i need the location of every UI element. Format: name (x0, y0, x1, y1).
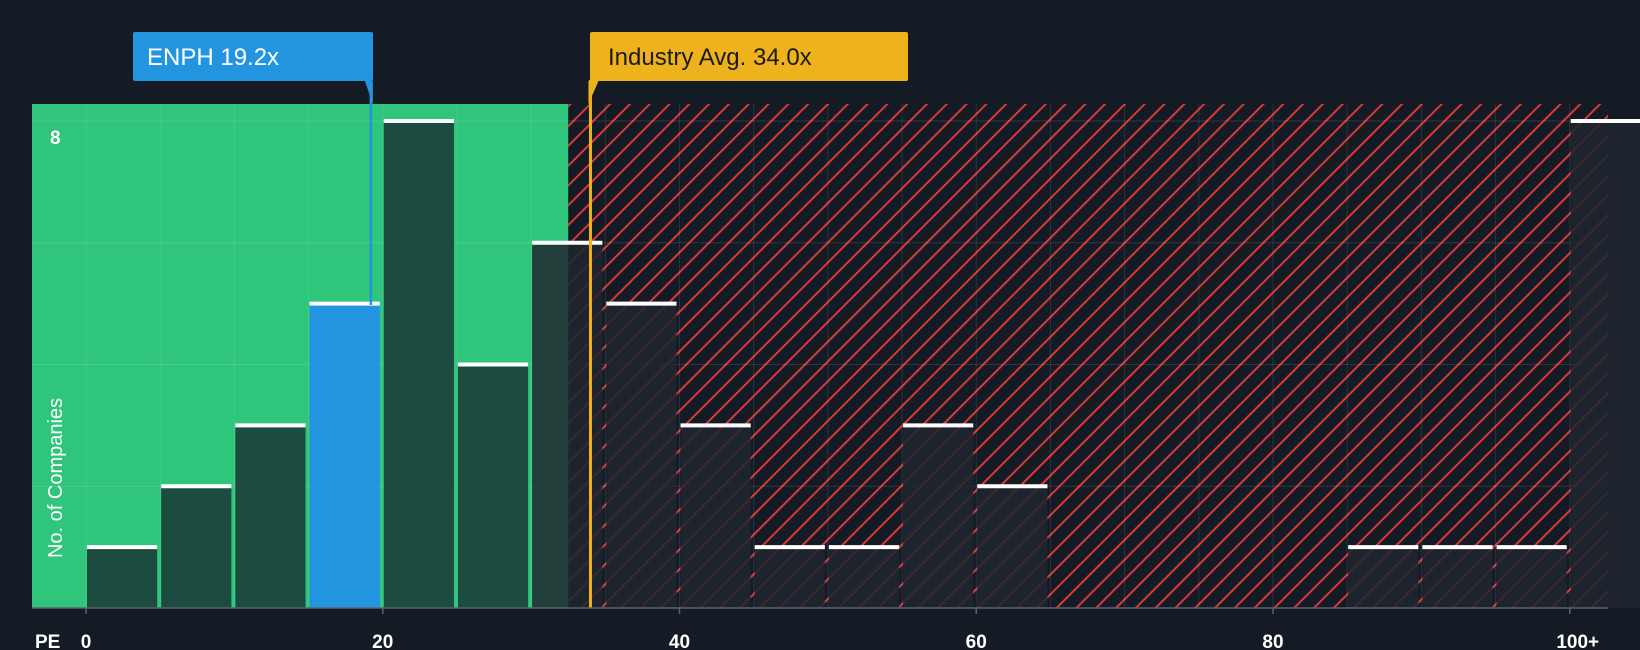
histogram-bar-cap (754, 545, 825, 550)
industry-callout-box (590, 32, 908, 81)
x-tick-label: 80 (1262, 632, 1283, 650)
histogram-bar (977, 486, 1048, 608)
histogram-bar (606, 303, 677, 608)
histogram-bar-cap (383, 119, 454, 123)
x-tick-label: 0 (81, 632, 92, 650)
histogram-bar (457, 364, 529, 608)
histogram-bar-cap (903, 423, 974, 428)
histogram-bar-cap (1496, 545, 1567, 550)
histogram-bar (1348, 547, 1419, 608)
histogram-bar-cap (977, 484, 1048, 489)
histogram-bar-cap (87, 545, 158, 550)
industry-callout-pointer (588, 81, 599, 104)
x-tick-label: 40 (669, 632, 690, 650)
histogram-bar-cap (1422, 545, 1493, 550)
x-tick-label: 100+ (1556, 632, 1599, 650)
industry-callout-label: Industry Avg. 34.0x (608, 44, 812, 71)
histogram-bar (903, 425, 974, 608)
y-axis-label: No. of Companies (45, 398, 67, 558)
histogram-bar (1570, 121, 1640, 608)
histogram-bar-cap (457, 362, 529, 367)
histogram-bar (235, 425, 306, 608)
x-tick-label: 20 (372, 632, 393, 650)
histogram-bar (383, 121, 454, 608)
histogram-bar (87, 547, 158, 608)
histogram-bar-cap (606, 301, 677, 306)
company-callout-pointer (364, 81, 373, 104)
histogram-bar-cap (1348, 545, 1419, 550)
company-callout-box (133, 32, 373, 81)
company-callout-label: ENPH 19.2x (147, 44, 279, 71)
histogram-bar (828, 547, 900, 608)
histogram-bar-cap (309, 301, 380, 306)
histogram-bar (680, 425, 751, 608)
histogram-bar-cap (532, 240, 603, 245)
y-tick-label: 8 (50, 128, 61, 149)
x-axis-label: PE (35, 632, 60, 650)
histogram-bar-cap (680, 423, 751, 428)
histogram-bar-cap (828, 545, 900, 550)
histogram-bar (309, 303, 380, 608)
histogram-bar-cap (161, 484, 232, 489)
histogram-bar-cap (235, 423, 306, 428)
histogram-bar-cap (1570, 119, 1640, 123)
histogram-bar (161, 486, 232, 608)
x-tick-label: 60 (966, 632, 987, 650)
histogram-bar (1422, 547, 1493, 608)
histogram-bar (1496, 547, 1567, 608)
histogram-bar (754, 547, 825, 608)
